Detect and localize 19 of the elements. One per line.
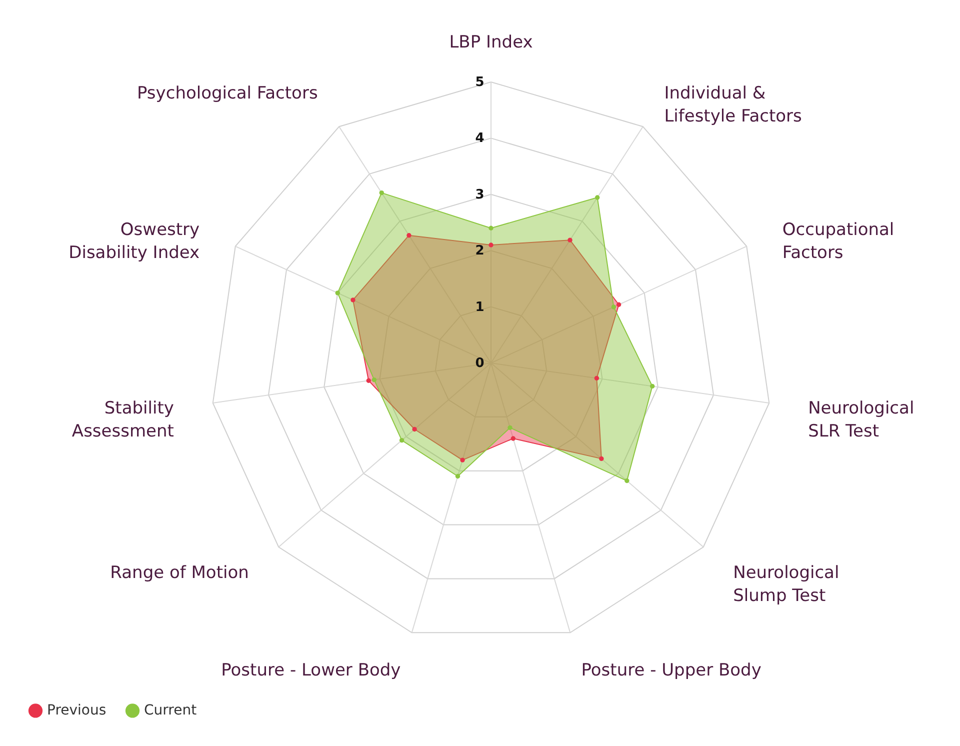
y-tick-label: 5 xyxy=(475,75,484,90)
y-tick-label: 1 xyxy=(475,300,484,315)
y-tick-label: 2 xyxy=(475,244,484,259)
spoke-label: Range of Motion xyxy=(110,562,249,583)
spoke-label: Posture - Lower Body xyxy=(221,660,401,680)
y-tick-label: 4 xyxy=(475,131,484,146)
spoke-label: Stability Assessment xyxy=(72,398,174,442)
spoke-label: Neurological Slump Test xyxy=(733,562,840,606)
spoke-label: Oswestry Disability Index xyxy=(68,220,200,263)
legend-label: Previous xyxy=(47,702,106,719)
spoke-label: LBP Index xyxy=(449,32,533,53)
spoke-label: Individual & Lifestyle Factors xyxy=(664,84,802,127)
spoke-label: Neurological SLR Test xyxy=(808,398,914,442)
spoke-label: Posture - Upper Body xyxy=(581,660,762,680)
spoke-label: Occupational Factors xyxy=(782,220,894,263)
y-tick-label: 0 xyxy=(475,356,484,371)
spoke-label: Psychological Factors xyxy=(136,84,318,104)
legend-label: Current xyxy=(144,702,198,719)
y-tick-label: 3 xyxy=(475,187,484,202)
